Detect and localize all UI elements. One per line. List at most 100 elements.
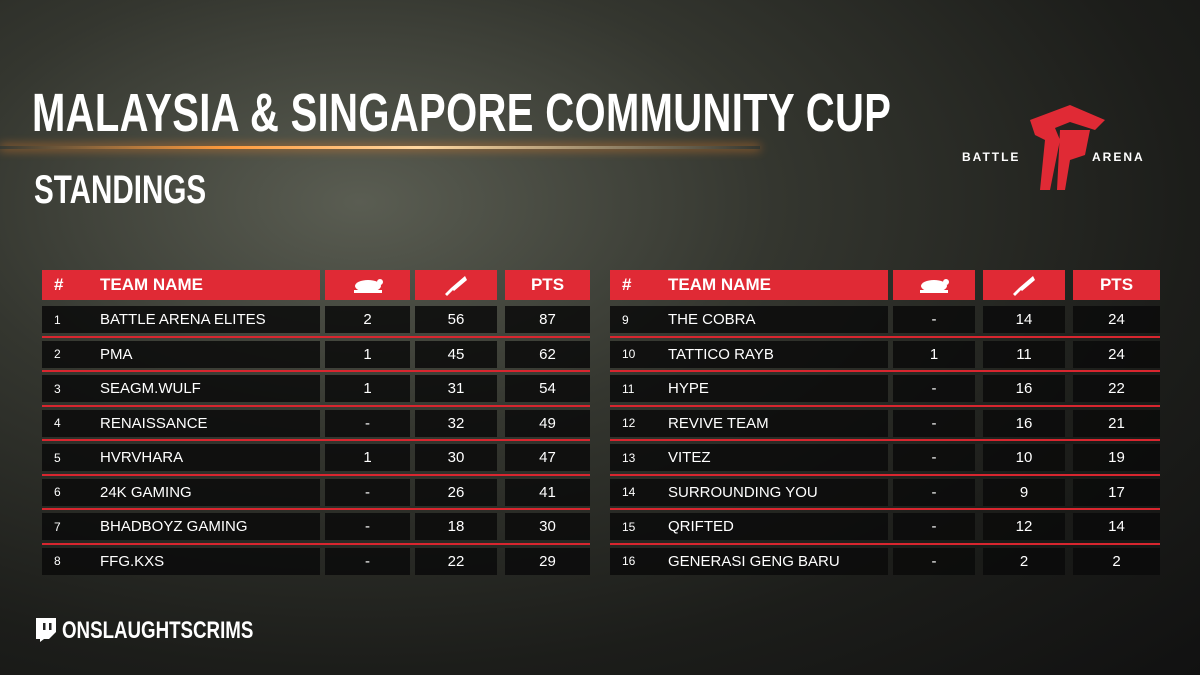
row-separator	[42, 439, 590, 441]
kills: 45	[415, 340, 497, 368]
points: 29	[505, 547, 590, 575]
points: 22	[1073, 375, 1160, 402]
kills: 14	[983, 306, 1065, 333]
points: 87	[505, 306, 590, 333]
header-cell	[893, 270, 975, 300]
header-cell: PTS	[505, 270, 590, 300]
chicken-dinners: -	[893, 409, 975, 437]
kills: 18	[415, 513, 497, 540]
team-name: QRIFTED	[668, 518, 734, 535]
team-cell: 8 FFG.KXS	[42, 547, 320, 575]
team-cell: 14 SURROUNDING YOU	[610, 478, 888, 506]
team-name: GENERASI GENG BARU	[668, 552, 840, 570]
rank: 9	[622, 312, 629, 327]
row-separator	[610, 508, 1160, 510]
kills: 2	[983, 547, 1065, 575]
team-name: VITEZ	[668, 449, 711, 466]
chicken-dinners: -	[893, 513, 975, 540]
chicken-icon	[920, 279, 949, 293]
row-separator	[610, 335, 1160, 338]
chicken-dinners: -	[893, 547, 975, 575]
subtitle: STANDINGS	[34, 168, 207, 212]
header-cell	[325, 270, 410, 300]
team-name: REVIVE TEAM	[668, 414, 769, 432]
kills: 16	[983, 375, 1065, 402]
team-cell: 2 PMA	[42, 340, 320, 368]
chicken-dinners: 1	[325, 444, 410, 471]
team-name: BHADBOYZ GAMING	[100, 518, 248, 535]
row-separator	[42, 404, 590, 407]
chicken-dinners: 1	[893, 340, 975, 368]
twitch-icon	[36, 618, 56, 642]
team-name: SEAGM.WULF	[100, 380, 201, 397]
kills: 12	[983, 513, 1065, 540]
team-cell: 5 HVRVHARA	[42, 444, 320, 471]
team-name: RENAISSANCE	[100, 414, 208, 432]
rank-header: #	[622, 275, 632, 294]
kills: 10	[983, 444, 1065, 471]
team-name: 24K GAMING	[100, 483, 192, 501]
kills: 26	[415, 478, 497, 506]
chicken-dinners: -	[893, 375, 975, 402]
chicken-dinners: -	[325, 478, 410, 506]
team-name: FFG.KXS	[100, 552, 165, 570]
row-separator	[42, 370, 590, 372]
kills: 9	[983, 478, 1065, 506]
header-cell	[983, 270, 1065, 300]
row-separator	[42, 335, 590, 338]
header-cell: PTS	[1073, 270, 1160, 300]
kills: 56	[415, 306, 497, 333]
chicken-dinners: 1	[325, 340, 410, 368]
team-cell: 3 SEAGM.WULF	[42, 375, 320, 402]
team-name: HYPE	[668, 380, 709, 397]
kills: 30	[415, 444, 497, 471]
row-separator	[42, 473, 590, 476]
header-cell: # TEAM NAME	[42, 270, 320, 300]
row-separator	[610, 439, 1160, 441]
rank: 3	[54, 381, 61, 396]
team-cell: 7 BHADBOYZ GAMING	[42, 513, 320, 540]
rank: 12	[622, 416, 636, 430]
team-cell: 11 HYPE	[610, 375, 888, 402]
points: 2	[1073, 547, 1160, 575]
kills: 22	[415, 547, 497, 575]
footer-handle: ONSLAUGHTSCRIMS	[62, 617, 254, 644]
header-cell	[415, 270, 497, 300]
chicken-dinners: 1	[325, 375, 410, 402]
glow-line	[0, 146, 760, 149]
row-separator	[42, 508, 590, 510]
team-name: HVRVHARA	[100, 449, 184, 466]
kills: 31	[415, 375, 497, 402]
points: 21	[1073, 409, 1160, 437]
chicken-dinners: -	[325, 513, 410, 540]
rank: 14	[622, 485, 636, 499]
team-name: PMA	[100, 345, 133, 363]
logo-text: BATTLE	[962, 150, 1021, 164]
rank: 6	[54, 485, 61, 499]
team-cell: 4 RENAISSANCE	[42, 409, 320, 437]
rank: 16	[622, 554, 636, 568]
team-cell: 15 QRIFTED	[610, 513, 888, 540]
team-cell: 16 GENERASI GENG BARU	[610, 547, 888, 575]
team-name: BATTLE ARENA ELITES	[100, 311, 266, 328]
logo-text: ARENA	[1092, 150, 1145, 164]
points: 41	[505, 478, 590, 506]
kills: 32	[415, 409, 497, 437]
chicken-dinners: -	[325, 409, 410, 437]
kills: 16	[983, 409, 1065, 437]
row-separator	[610, 473, 1160, 476]
chicken-dinners: -	[893, 478, 975, 506]
team-cell: 10 TATTICO RAYB	[610, 340, 888, 368]
row-separator	[610, 404, 1160, 407]
chicken-dinners: -	[893, 306, 975, 333]
rank: 2	[54, 347, 61, 361]
points: 24	[1073, 306, 1160, 333]
rank: 10	[622, 347, 636, 361]
team-cell: 9 THE COBRA	[610, 306, 888, 333]
points: 62	[505, 340, 590, 368]
team-cell: 1 BATTLE ARENA ELITES	[42, 306, 320, 333]
rank: 13	[622, 450, 636, 465]
kills: 11	[983, 340, 1065, 368]
logo-mark	[1030, 105, 1105, 190]
